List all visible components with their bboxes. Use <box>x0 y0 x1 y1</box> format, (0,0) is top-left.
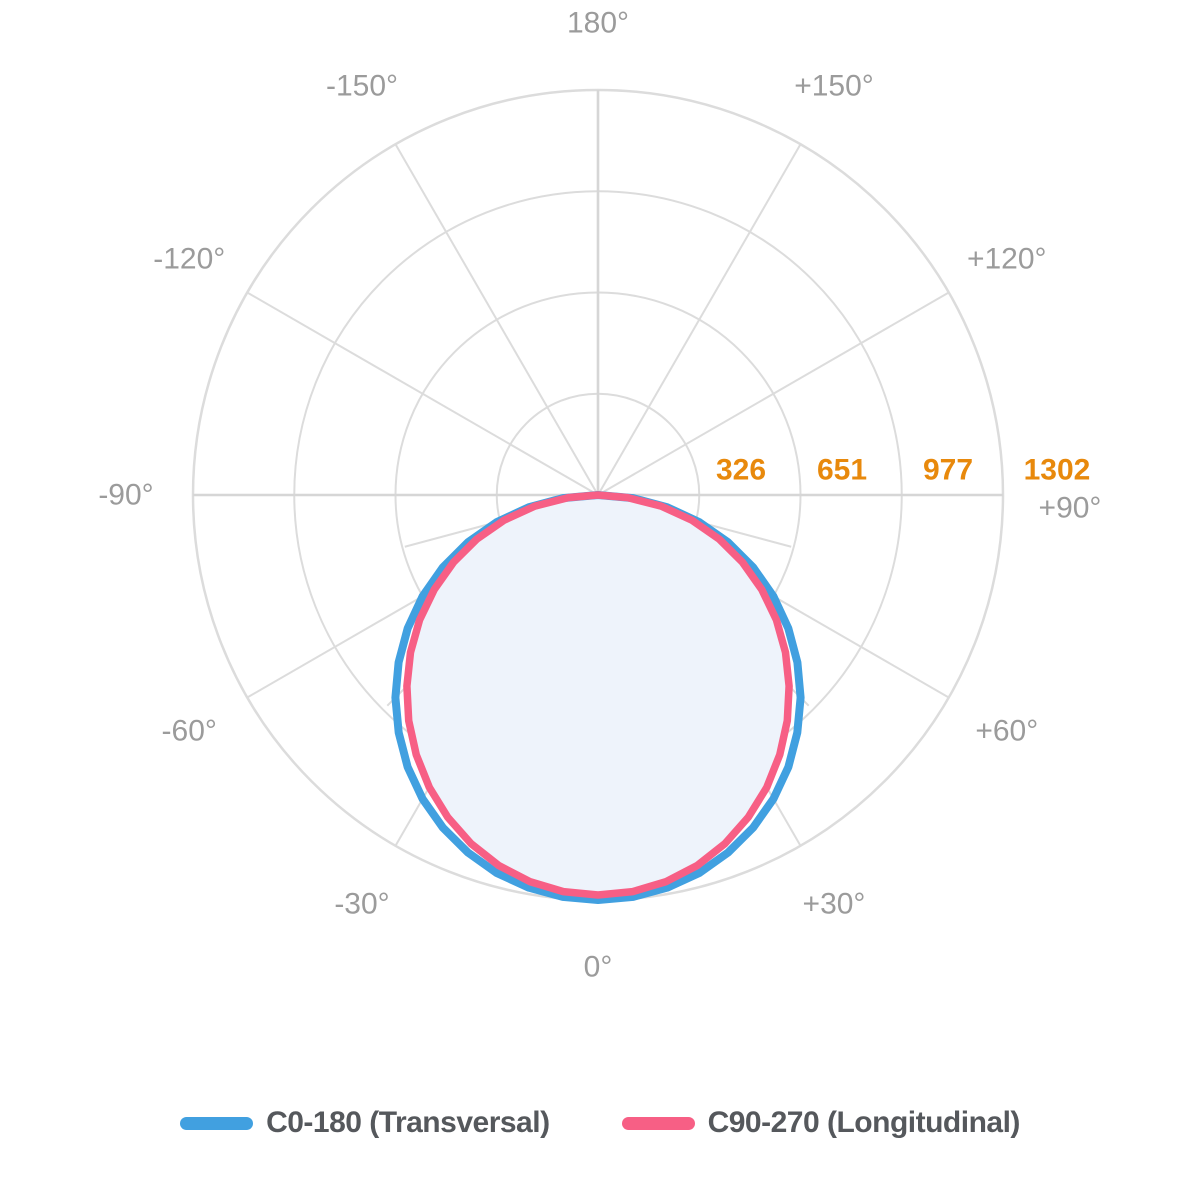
legend-swatch-c0-180 <box>180 1116 254 1130</box>
angle-label: 0° <box>584 951 613 984</box>
angle-label: -90° <box>98 479 153 512</box>
angle-label: +30° <box>803 887 866 920</box>
polar-grid-spoke <box>394 143 599 496</box>
series-curve-c0-180 <box>391 491 805 904</box>
radial-tick-label: 651 <box>817 454 867 487</box>
legend-item-c90-270[interactable]: C90-270 (Longitudinal) <box>621 1106 1021 1140</box>
angle-label: +90° <box>1039 492 1102 525</box>
legend-label-c0-180: C0-180 (Transversal) <box>266 1106 550 1139</box>
angle-label: -120° <box>153 243 225 276</box>
radial-tick-label: 1302 <box>1024 454 1091 487</box>
angle-label: -150° <box>326 70 398 103</box>
legend: C0-180 (Transversal) C90-270 (Longitudin… <box>0 1106 1200 1140</box>
angle-label: +120° <box>967 243 1047 276</box>
angle-label: +60° <box>975 715 1038 748</box>
polar-grid-spoke <box>246 291 599 496</box>
series-fill-area <box>406 495 790 895</box>
angle-label: -30° <box>334 887 389 920</box>
legend-label-c90-270: C90-270 (Longitudinal) <box>707 1106 1021 1139</box>
legend-swatch-c90-270 <box>621 1116 695 1130</box>
series-curve-c90-270 <box>403 491 793 899</box>
polar-grid-spoke <box>597 291 950 496</box>
angle-label: 180° <box>567 7 629 40</box>
legend-item-c0-180[interactable]: C0-180 (Transversal) <box>180 1106 550 1140</box>
angle-label: -60° <box>162 715 217 748</box>
polar-grid-spoke <box>597 143 802 496</box>
angle-label: +150° <box>794 70 874 103</box>
radial-tick-label: 977 <box>923 454 973 487</box>
radial-tick-label: 326 <box>716 454 766 487</box>
